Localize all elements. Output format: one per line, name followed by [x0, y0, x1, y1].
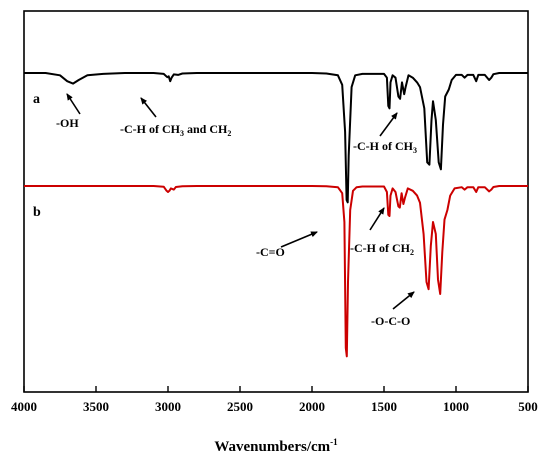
- annotation-arrow: [280, 231, 318, 248]
- annotation-arrow: [392, 291, 415, 310]
- x-tick-label: 2000: [299, 399, 325, 414]
- plot-frame: [23, 10, 529, 393]
- series-line-b: [24, 185, 528, 358]
- series-label-a: a: [33, 92, 40, 107]
- x-tick-label: 500: [518, 399, 538, 414]
- annotation-label: -O-C-O: [371, 314, 410, 328]
- x-tick-label: 4000: [11, 399, 37, 414]
- series-labels: ab: [33, 92, 41, 220]
- annotation-arrow: [369, 207, 385, 231]
- x-tick-label: 2500: [227, 399, 253, 414]
- annotation-label: -OH: [56, 116, 79, 130]
- x-axis-title: Wavenumbers/cm-1: [214, 437, 338, 455]
- annotation-label: -C=O: [256, 245, 285, 259]
- series-line-a: [24, 72, 528, 204]
- series-label-b: b: [33, 205, 41, 220]
- annotation-arrow: [140, 97, 157, 118]
- x-tick-label: 1500: [371, 399, 397, 414]
- x-tick-label: 3500: [83, 399, 109, 414]
- annotation-arrow: [379, 112, 398, 137]
- peak-annotations: -OH -C-H of CH3 and CH2 -C-H of CH3 -C=O -C-…: [56, 93, 417, 328]
- x-axis-ticks: 4000 3500 3000 2500 2000 1500 1000 500: [11, 386, 538, 414]
- annotation-arrow: [66, 93, 81, 115]
- annotation-label: -C-H of CH3 and CH2: [120, 122, 231, 138]
- spectrum-series: [24, 72, 528, 358]
- annotation-label: -C-H of CH3: [353, 139, 417, 155]
- x-tick-label: 3000: [155, 399, 181, 414]
- x-tick-label: 1000: [443, 399, 469, 414]
- annotation-label: -C-H of CH2: [350, 241, 414, 257]
